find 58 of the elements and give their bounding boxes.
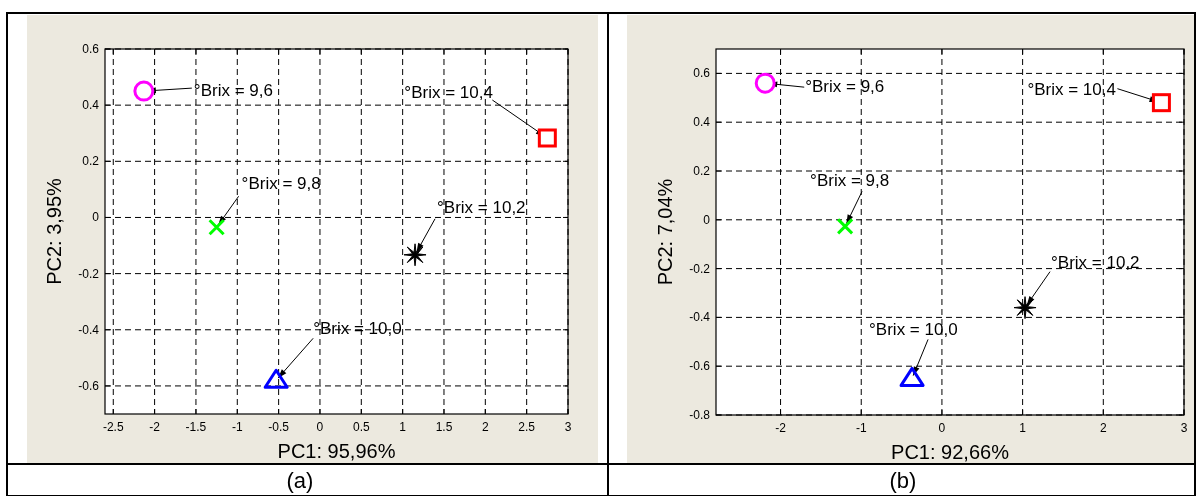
x-tick-label: 3 — [564, 420, 572, 434]
x-tick-label: -0.5 — [268, 420, 290, 434]
point — [537, 128, 557, 148]
x-tick-label: 0.5 — [352, 420, 370, 434]
x-tick-label: -1.5 — [185, 420, 207, 434]
annotation: °Brix = 9,6 — [193, 81, 273, 101]
y-tick-label: -0.8 — [689, 408, 711, 422]
point — [403, 243, 427, 267]
point — [208, 218, 226, 236]
y-tick-label: -0.6 — [689, 359, 711, 374]
x-tick-label: -2 — [149, 420, 161, 434]
x-tick-label: -1 — [231, 420, 243, 434]
x-tick-label: 3 — [1180, 421, 1188, 435]
y-tick-label: -0.2 — [689, 261, 711, 276]
x-tick-label: 2 — [481, 420, 489, 434]
point — [899, 366, 925, 387]
y-tick-label: 0.6 — [693, 66, 711, 81]
y-tick-label: 0.4 — [693, 115, 711, 130]
x-tick-label: 2.5 — [518, 420, 536, 434]
y-tick-label: 0.4 — [82, 98, 100, 113]
annotation: °Brix = 9,8 — [241, 174, 321, 194]
annotation: °Brix = 10,2 — [437, 197, 526, 217]
x-tick-label: 1 — [1019, 421, 1027, 435]
x-axis-title: PC1: 92,66% — [891, 441, 1010, 463]
y-axis-title: PC2: 7,04% — [654, 178, 676, 286]
x-tick-label: 0 — [316, 420, 324, 434]
annotation: °Brix = 9,6 — [805, 77, 885, 97]
y-tick-label: 0 — [703, 212, 711, 227]
point — [754, 72, 776, 94]
annotation: °Brix = 10,2 — [1051, 252, 1140, 272]
y-tick-label: -0.2 — [78, 266, 100, 281]
y-tick-label: -0.4 — [689, 310, 711, 325]
x-tick-label: 0 — [938, 421, 946, 435]
point — [1013, 296, 1037, 320]
y-axis-title: PC2: 3,95% — [43, 177, 65, 285]
y-tick-label: -0.4 — [78, 322, 100, 337]
y-tick-label: 0.6 — [82, 42, 100, 56]
x-tick-label: -1 — [855, 421, 867, 435]
y-tick-label: -0.6 — [78, 378, 100, 393]
point — [133, 80, 155, 102]
point — [1151, 93, 1171, 113]
annotation: °Brix = 10,4 — [404, 83, 493, 102]
x-tick-label: 2 — [1099, 421, 1107, 435]
x-tick-label: -2.5 — [102, 420, 124, 434]
annotation: °Brix = 10,4 — [1027, 79, 1116, 99]
annotation: °Brix = 9,8 — [810, 171, 890, 191]
x-tick-label: -2 — [775, 421, 787, 435]
x-axis-title: PC1: 95,96% — [277, 440, 396, 462]
point — [836, 217, 854, 235]
annotation: °Brix = 10,0 — [869, 320, 958, 340]
text: (a) — [286, 468, 314, 493]
point — [263, 368, 289, 389]
text: (b) — [889, 468, 917, 493]
y-tick-label: 0 — [92, 210, 100, 225]
y-tick-label: 0.2 — [693, 164, 711, 178]
x-tick-label: 1.5 — [435, 420, 453, 434]
x-tick-label: 1 — [399, 420, 407, 434]
y-tick-label: 0.2 — [82, 154, 100, 169]
